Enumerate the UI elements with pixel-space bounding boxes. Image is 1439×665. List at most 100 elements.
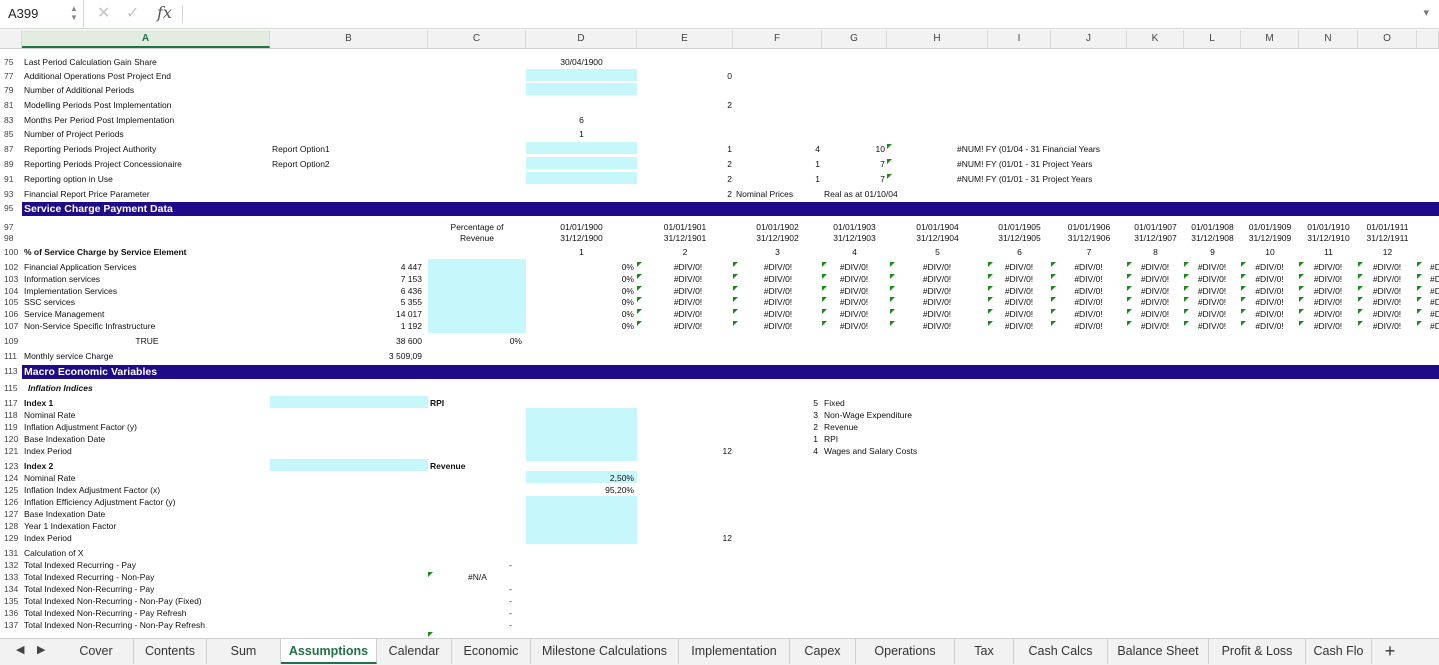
error-cell: #DIV/0! bbox=[673, 285, 703, 296]
tab-contents[interactable]: Contents bbox=[134, 639, 207, 664]
column-header-n[interactable]: N bbox=[1299, 30, 1358, 48]
period-number: 1 bbox=[579, 247, 584, 257]
input-cell-highlight[interactable] bbox=[526, 83, 637, 95]
sheet-row: 85 Number of Project Periods 1 bbox=[0, 128, 1439, 140]
column-header-o[interactable]: O bbox=[1358, 30, 1417, 48]
input-cell-highlight[interactable] bbox=[428, 259, 526, 333]
row-label: Year 1 Indexation Factor bbox=[24, 521, 117, 531]
period-end-date: 31/12/1904 bbox=[916, 233, 959, 243]
error-indicator-icon bbox=[887, 159, 892, 164]
row-number: 136 bbox=[4, 608, 19, 618]
error-indicator-icon bbox=[1299, 273, 1304, 279]
error-cell: #DIV/0! bbox=[839, 285, 869, 296]
insert-function-icon[interactable]: fx bbox=[157, 3, 172, 22]
select-all-corner[interactable] bbox=[0, 30, 22, 48]
input-cell-highlight[interactable] bbox=[270, 396, 428, 408]
error-indicator-icon bbox=[822, 285, 827, 291]
legend-text: Fixed bbox=[824, 398, 845, 408]
cell-e: 2 bbox=[727, 159, 732, 169]
row-label: Reporting option in Use bbox=[24, 174, 113, 184]
tab-operations[interactable]: Operations bbox=[856, 639, 955, 664]
cell-g: 7 bbox=[880, 159, 885, 169]
name-box-stepper-icon[interactable]: ▲ ▼ bbox=[70, 4, 78, 22]
row-label: SSC services bbox=[24, 297, 76, 308]
sheet-row: 128 Year 1 Indexation Factor bbox=[0, 520, 1439, 532]
tab-economic[interactable]: Economic bbox=[452, 639, 531, 664]
row-number: 133 bbox=[4, 572, 19, 582]
period-number: 10 bbox=[1265, 247, 1275, 257]
tab-sum[interactable]: Sum bbox=[207, 639, 281, 664]
tab-tax[interactable]: Tax bbox=[955, 639, 1014, 664]
tab-assumptions[interactable]: Assumptions bbox=[281, 639, 377, 664]
row-number: 113 bbox=[4, 366, 18, 376]
error-cell: #DIV/0! bbox=[922, 285, 952, 296]
input-cell-highlight[interactable] bbox=[270, 459, 428, 471]
column-header-d[interactable]: D bbox=[526, 30, 637, 48]
column-header-c[interactable]: C bbox=[428, 30, 526, 48]
error-indicator-icon bbox=[637, 262, 642, 267]
column-header-k[interactable]: K bbox=[1127, 30, 1184, 48]
error-indicator-icon bbox=[1127, 273, 1132, 279]
input-cell-highlight[interactable] bbox=[526, 69, 637, 81]
column-header-g[interactable]: G bbox=[822, 30, 887, 48]
tab-cover[interactable]: Cover bbox=[59, 639, 134, 664]
sheet-row: 98 Revenue 31/12/1900 31/12/1901 31/12/1902 3… bbox=[0, 232, 1439, 244]
error-indicator-icon bbox=[1358, 262, 1363, 267]
tab-scroll-left-icon[interactable]: ◀ bbox=[16, 644, 25, 656]
period-start-date: 01/01/1901 bbox=[663, 222, 707, 232]
input-cell-highlight[interactable] bbox=[526, 471, 637, 483]
error-indicator-icon bbox=[890, 309, 895, 315]
error-cell: #DIV/0! bbox=[1255, 273, 1284, 284]
column-header-l[interactable]: L bbox=[1184, 30, 1241, 48]
tab-calendar[interactable]: Calendar bbox=[377, 639, 452, 664]
error-indicator-icon bbox=[988, 262, 993, 267]
row-label: Inflation Adjustment Factor (y) bbox=[24, 422, 137, 432]
error-cell: #DIV/0! bbox=[1197, 285, 1227, 296]
tab-milestone-calculations[interactable]: Milestone Calculations bbox=[531, 639, 679, 664]
tab-profit-loss[interactable]: Profit & Loss bbox=[1209, 639, 1306, 664]
tab-capex[interactable]: Capex bbox=[790, 639, 856, 664]
input-cell-highlight[interactable] bbox=[526, 142, 637, 154]
tab-cash-calcs[interactable]: Cash Calcs bbox=[1014, 639, 1108, 664]
sheet-row: 103 Information services 7 153 0% #DIV/0! #DI… bbox=[0, 273, 1439, 285]
cancel-icon[interactable]: ✕ bbox=[97, 5, 111, 22]
formula-input[interactable] bbox=[186, 2, 1406, 26]
element-value: 1 192 bbox=[400, 321, 422, 331]
input-cell-highlight[interactable] bbox=[526, 408, 637, 461]
name-box[interactable]: A399 bbox=[0, 0, 84, 27]
column-header-b[interactable]: B bbox=[270, 30, 428, 48]
sheet-row: 77 Additional Operations Post Project End… bbox=[0, 70, 1439, 82]
column-header-e[interactable]: E bbox=[637, 30, 733, 48]
tab-implementation[interactable]: Implementation bbox=[679, 639, 790, 664]
add-sheet-icon[interactable]: + bbox=[1384, 641, 1396, 661]
error-indicator-icon bbox=[733, 262, 738, 267]
input-cell-highlight[interactable] bbox=[526, 496, 637, 544]
column-header-f[interactable]: F bbox=[733, 30, 822, 48]
input-cell-highlight[interactable] bbox=[526, 172, 637, 184]
column-header-i[interactable]: I bbox=[988, 30, 1051, 48]
row-label: Total Indexed Recurring - Non-Pay bbox=[24, 572, 155, 582]
row-label: Total Indexed Non-Recurring - Non-Pay Re… bbox=[24, 620, 205, 630]
tab-scroll-right-icon[interactable]: ▶ bbox=[37, 644, 46, 656]
column-header-m[interactable]: M bbox=[1241, 30, 1299, 48]
cell-b: Report Option2 bbox=[272, 159, 330, 169]
enter-icon[interactable]: ✓ bbox=[126, 5, 140, 22]
period-number: 4 bbox=[852, 247, 857, 257]
tab-balance-sheet[interactable]: Balance Sheet bbox=[1108, 639, 1209, 664]
row-label: Service Management bbox=[24, 309, 105, 320]
cell-e: 12 bbox=[722, 533, 732, 543]
sheet-grid[interactable]: 75 Last Period Calculation Gain Share 30/0… bbox=[0, 48, 1439, 638]
error-indicator-icon bbox=[822, 273, 827, 279]
tab-cash-flo[interactable]: Cash Flo bbox=[1306, 639, 1372, 664]
error-indicator-icon bbox=[733, 273, 738, 279]
column-header-a[interactable]: A bbox=[22, 30, 270, 48]
error-indicator-icon bbox=[1358, 321, 1363, 326]
column-header-h[interactable]: H bbox=[887, 30, 988, 48]
period-end-date: 31/12/1906 bbox=[1067, 233, 1111, 243]
row-label: % of Service Charge by Service Element bbox=[24, 247, 187, 257]
input-cell-highlight[interactable] bbox=[526, 157, 637, 169]
column-header-j[interactable]: J bbox=[1051, 30, 1127, 48]
row-label: Total Indexed Non-Recurring - Pay Refres… bbox=[24, 608, 187, 618]
formula-bar-expand-icon[interactable]: ▾ bbox=[1423, 7, 1429, 19]
